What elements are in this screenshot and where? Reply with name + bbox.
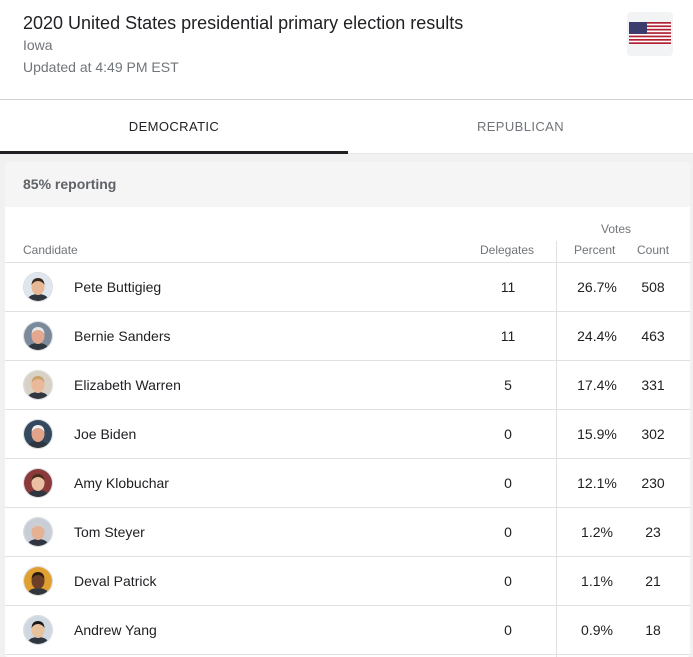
candidate-avatar <box>23 517 53 547</box>
vote-count-value: 508 <box>641 279 665 295</box>
state-name: Iowa <box>23 37 53 53</box>
table-row[interactable]: Andrew Yang 0 0.9% 18 <box>5 606 690 655</box>
delegates-value: 11 <box>500 279 516 295</box>
page-title: 2020 United States presidential primary … <box>23 13 464 33</box>
delegates-value: 11 <box>500 328 516 344</box>
delegates-value: 0 <box>504 475 512 491</box>
percent-value: 0.9% <box>581 622 613 638</box>
vote-count-value: 230 <box>641 475 665 491</box>
delegates-value: 0 <box>504 426 512 442</box>
votes-column-header: Votes <box>601 222 632 236</box>
percent-value: 15.9% <box>577 426 617 442</box>
candidate-avatar <box>23 468 53 498</box>
candidate-name: Pete Buttigieg <box>74 279 162 295</box>
table-row[interactable]: Deval Patrick 0 1.1% 21 <box>5 557 690 606</box>
vote-count-value: 18 <box>645 622 661 638</box>
vote-count-value: 23 <box>645 524 661 540</box>
results-card: 85% reporting Candidate Delegates Votes … <box>5 162 690 657</box>
table-row[interactable]: Elizabeth Warren 5 17.4% 331 <box>5 361 690 410</box>
tab-republican[interactable]: REPUBLICAN <box>476 119 565 134</box>
vote-count-value: 331 <box>641 377 665 393</box>
table-row[interactable]: Joe Biden 0 15.9% 302 <box>5 410 690 459</box>
candidate-name: Tom Steyer <box>74 524 145 540</box>
delegates-value: 0 <box>504 524 512 540</box>
candidate-avatar <box>23 272 53 302</box>
candidate-name: Elizabeth Warren <box>74 377 181 393</box>
column-divider <box>556 241 557 657</box>
updated-time: Updated at 4:49 PM EST <box>23 59 179 75</box>
delegates-value: 0 <box>504 573 512 589</box>
candidate-name: Bernie Sanders <box>74 328 171 344</box>
candidate-name: Andrew Yang <box>74 622 157 638</box>
delegates-value: 5 <box>504 377 512 393</box>
us-flag-icon <box>627 12 673 56</box>
percent-value: 26.7% <box>577 279 617 295</box>
candidate-name: Joe Biden <box>74 426 137 442</box>
percent-value: 24.4% <box>577 328 617 344</box>
candidate-avatar <box>23 419 53 449</box>
delegates-value: 0 <box>504 622 512 638</box>
table-row[interactable]: Bernie Sanders 11 24.4% 463 <box>5 312 690 361</box>
table-row[interactable]: Pete Buttigieg 11 26.7% 508 <box>5 263 690 312</box>
results-table-body: Pete Buttigieg 11 26.7% 508 Bernie Sanders 11… <box>5 263 690 655</box>
tab-democratic[interactable]: DEMOCRATIC <box>0 100 348 154</box>
party-tabs: DEMOCRATIC REPUBLICAN <box>0 100 693 154</box>
candidate-avatar <box>23 566 53 596</box>
percent-column-header: Percent <box>574 243 616 257</box>
percent-value: 1.1% <box>581 573 613 589</box>
percent-value: 17.4% <box>577 377 617 393</box>
vote-count-value: 463 <box>641 328 665 344</box>
candidate-avatar <box>23 321 53 351</box>
delegates-column-header: Delegates <box>480 243 535 257</box>
candidate-name: Amy Klobuchar <box>74 475 169 491</box>
candidate-column-header: Candidate <box>23 243 78 257</box>
reporting-status: 85% reporting <box>5 162 690 207</box>
candidate-avatar <box>23 370 53 400</box>
percent-value: 12.1% <box>577 475 617 491</box>
candidate-name: Deval Patrick <box>74 573 157 589</box>
count-column-header: Count <box>637 243 670 257</box>
vote-count-value: 21 <box>645 573 661 589</box>
table-row[interactable]: Amy Klobuchar 0 12.1% 230 <box>5 459 690 508</box>
percent-value: 1.2% <box>581 524 613 540</box>
table-row[interactable]: Tom Steyer 0 1.2% 23 <box>5 508 690 557</box>
results-header: 2020 United States presidential primary … <box>0 0 693 100</box>
candidate-avatar <box>23 615 53 645</box>
vote-count-value: 302 <box>641 426 665 442</box>
table-header: Candidate Delegates Votes Percent Count <box>5 207 690 263</box>
